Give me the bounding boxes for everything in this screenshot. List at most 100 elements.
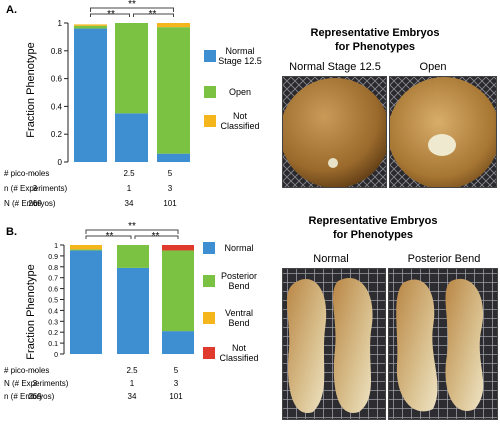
legend-swatch — [204, 86, 216, 98]
legend-label: Normal — [224, 243, 253, 253]
legend-label: Classified — [219, 353, 258, 363]
legend-swatch — [203, 242, 215, 254]
embryo-photo-posterior-bend — [388, 268, 498, 420]
bar-segment-not-classified — [74, 24, 107, 26]
embryo-photo-open — [389, 76, 497, 188]
sig-label-left: ** — [106, 231, 114, 242]
bar-group — [70, 245, 194, 354]
sig-label-left: ** — [107, 9, 115, 20]
legend-label: Open — [229, 87, 251, 97]
legend-label: Not — [233, 111, 248, 121]
y-tick-label: 0.6 — [48, 287, 58, 294]
sig-label-top: ** — [128, 0, 136, 10]
legend-label: Bend — [228, 281, 249, 291]
sig-bracket-right — [133, 13, 174, 17]
y-tick-label: 0.3 — [48, 319, 58, 326]
bar-segment-not-classified — [157, 23, 190, 28]
y-tick-label: 1 — [54, 243, 58, 250]
bar-segment-normal — [117, 267, 149, 354]
y-tick-label: 0.8 — [48, 265, 58, 272]
bar-segment-open — [157, 27, 190, 154]
legend-label: Not — [232, 343, 247, 353]
bar-segment-posterior-bend — [162, 250, 194, 332]
legend-swatch — [204, 115, 216, 127]
legend-swatch — [203, 312, 215, 324]
table-row-label: n (# Embryos) — [4, 392, 55, 401]
bar-segment-normal-stage-12-5 — [115, 113, 148, 162]
panel-letter: A. — [6, 4, 17, 16]
significance-brackets: ** ** ** — [85, 221, 179, 242]
bar-segment-normal — [70, 250, 102, 354]
sig-bracket-top — [90, 7, 174, 12]
embryos-title-line2: for Phenotypes — [333, 229, 413, 241]
panel-a-svg: A. Fraction Phenotype 0 0.2 0.4 0.6 0.8 1 ** *… — [4, 0, 447, 208]
bar-segment-open — [115, 23, 148, 114]
table-cell: 34 — [125, 199, 134, 208]
y-tick-label: 0 — [54, 352, 58, 359]
y-tick-label: 0.1 — [48, 341, 58, 348]
embryos-title-line1: Representative Embryos — [311, 27, 440, 39]
table-cell: - — [34, 169, 37, 178]
sample-table: # pico-moles- 2.5 5N (# Experiments)3 1 3n (… — [4, 366, 183, 401]
table-cell: 3 — [174, 379, 179, 388]
y-tick-label: 0.7 — [48, 276, 58, 283]
bar-segment-posterior-bend — [117, 245, 149, 268]
table-cell: 3 — [168, 184, 173, 193]
bar-group — [74, 23, 190, 163]
legend-label: Bend — [228, 318, 249, 328]
bar-segment-ventral-bend — [70, 245, 102, 250]
legend-label: Normal — [225, 46, 254, 56]
legend-label: Ventral — [225, 308, 253, 318]
embryos-title-line1: Representative Embryos — [309, 216, 438, 227]
table-cell: 269 — [28, 392, 42, 401]
embryos-title-line2: for Phenotypes — [335, 41, 415, 53]
y-tick-label: 1 — [58, 19, 63, 28]
y-tick-label: 0.6 — [51, 75, 63, 84]
y-tick-label: 0.2 — [48, 330, 58, 337]
table-cell: 101 — [169, 392, 183, 401]
table-cell: 3 — [33, 379, 38, 388]
y-axis-label: Fraction Phenotype — [25, 264, 37, 359]
photo-label-normal: Normal Stage 12.5 — [289, 61, 381, 73]
table-cell: 5 — [174, 366, 179, 375]
table-cell: 1 — [127, 184, 132, 193]
table-cell: 1 — [130, 379, 135, 388]
table-cell: 3 — [33, 184, 38, 193]
panel-b-svg: B. Fraction Phenotype 0 0.1 0.2 0.3 0.4 0.5 0.… — [4, 215, 481, 401]
embryo-photo-normal — [282, 268, 386, 420]
table-cell: 2.5 — [123, 169, 135, 178]
table-row-label: N (# Embryos) — [4, 199, 56, 208]
y-tick-label: 0.8 — [51, 47, 63, 56]
sig-label-top: ** — [128, 221, 136, 232]
bar-segment-open — [74, 25, 107, 29]
y-tick-label: 0.2 — [51, 130, 63, 139]
y-tick-label: 0.5 — [48, 298, 58, 305]
table-cell: 101 — [163, 199, 177, 208]
legend-label: Classified — [220, 121, 259, 131]
legend-swatch — [203, 347, 215, 359]
sig-bracket-left — [90, 13, 130, 17]
table-cell: 5 — [168, 169, 173, 178]
photo-label-normal: Normal — [313, 253, 348, 265]
photo-label-posterior-bend: Posterior Bend — [408, 253, 481, 265]
panel-b: B. Fraction Phenotype 0 0.1 0.2 0.3 0.4 0.5 0.… — [0, 215, 500, 432]
y-tick-label: 0.4 — [51, 102, 63, 111]
embryo-photo-normal — [282, 76, 387, 188]
bar-segment-normal-stage-12-5 — [157, 153, 190, 162]
table-row-label: # pico-moles — [4, 366, 49, 375]
bar-segment-normal — [162, 331, 194, 354]
table-cell: 269 — [28, 199, 42, 208]
sample-table: # pico-moles- 2.5 5n (# Experiments)3 1 3N (… — [4, 169, 177, 208]
sig-label-right: ** — [152, 231, 160, 242]
y-tick-label: 0 — [58, 158, 63, 167]
bar-segment-posterior-bend — [70, 249, 102, 251]
y-ticks: 0 0.2 0.4 0.6 0.8 1 — [51, 19, 68, 167]
legend-label: Posterior — [221, 271, 257, 281]
photo-label-open: Open — [420, 61, 447, 73]
y-axis-label: Fraction Phenotype — [25, 42, 37, 137]
panel-letter: B. — [6, 226, 17, 238]
sig-bracket-top — [85, 229, 179, 234]
table-row-label: n (# Experiments) — [4, 184, 67, 193]
bar-segment-not-classified — [162, 245, 194, 251]
